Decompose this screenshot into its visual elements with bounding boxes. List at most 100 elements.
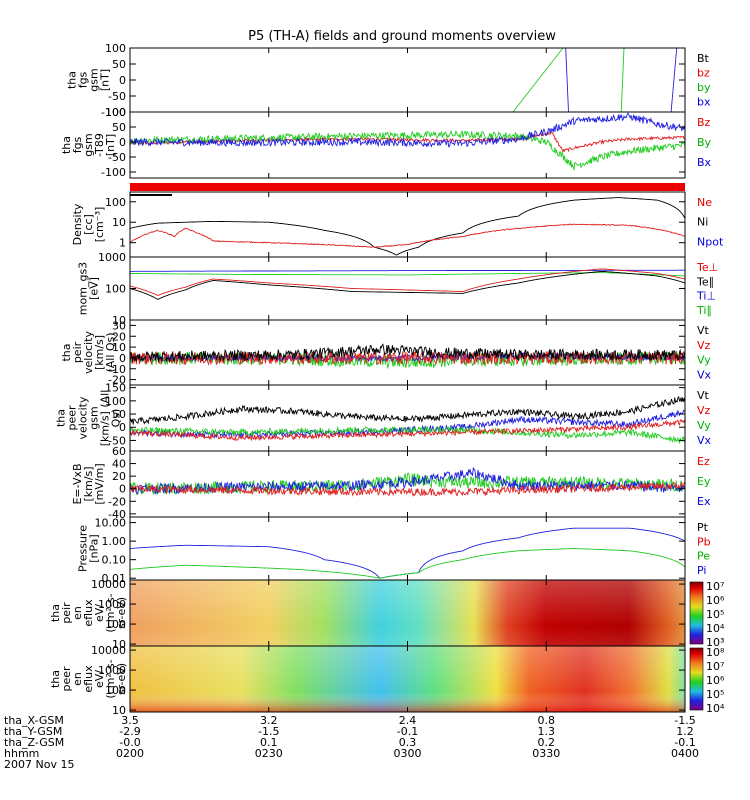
panel-moments_temp: 1000 100 10 mom_gs3[eV] Te⊥Te∥ Ti⊥Ti∥ bbox=[77, 251, 719, 327]
footer-value: 0400 bbox=[671, 747, 699, 760]
spectrogram-shading bbox=[130, 646, 685, 712]
y-axis-label-line: Density bbox=[71, 203, 84, 245]
y-axis-label-line: Qs) bbox=[110, 409, 123, 428]
flag-bar-red bbox=[130, 183, 685, 191]
footer-row-label: hhmm bbox=[4, 747, 39, 760]
y-axis-label-line: eflux bbox=[82, 665, 95, 693]
footer-date: 2007 Nov 15 bbox=[4, 758, 74, 771]
flag-bar-black bbox=[130, 194, 172, 196]
series-bx bbox=[565, 47, 569, 113]
legend-Ti∥: Ti∥ bbox=[696, 304, 712, 317]
series-Vz bbox=[129, 350, 686, 366]
panel-frame bbox=[129, 516, 686, 581]
legend-Vx: Vx bbox=[697, 434, 712, 447]
y-axis-label: mom_gs3[eV] bbox=[77, 262, 101, 315]
legend-Vy: Vy bbox=[697, 354, 711, 367]
panel-frame bbox=[129, 47, 686, 113]
y-axis-label-line: [km/s] bbox=[82, 466, 95, 501]
series-Vy bbox=[129, 425, 686, 445]
legend-Ez: Ez bbox=[697, 455, 710, 468]
panel-fgs_t89: 100 50 0 -50 -100 thafgsgsm-T89[nT] Bz By Bx bbox=[60, 106, 712, 179]
y-axis-label: thapeervelocitygsm[km/s] (AllQs) bbox=[55, 390, 123, 447]
y-axis-label-line: en bbox=[71, 672, 84, 686]
y-axis-label-line: tha bbox=[49, 670, 62, 688]
y-tick-label: 0 bbox=[119, 136, 126, 149]
y-axis-label-line: gsm bbox=[82, 133, 95, 156]
y-tick-label: 50 bbox=[112, 121, 126, 134]
footer-value: 0300 bbox=[394, 747, 422, 760]
y-tick-label: 100 bbox=[105, 618, 126, 631]
legend-Vy: Vy bbox=[697, 419, 711, 432]
y-tick-label: 10 bbox=[112, 341, 126, 354]
y-axis-label-line: peer bbox=[66, 405, 79, 431]
spectrogram-shading bbox=[130, 580, 685, 646]
y-axis-label-line: (cm²-s- bbox=[104, 593, 117, 632]
series-Ti⊥ bbox=[130, 269, 685, 272]
y-tick-label: 20 bbox=[112, 470, 126, 483]
y-tick-label: 1.00 bbox=[102, 535, 127, 548]
legend-by: by bbox=[697, 81, 711, 94]
y-tick-label: 40 bbox=[112, 458, 126, 471]
y-axis-label-line: E=-VxB bbox=[71, 463, 84, 504]
y-axis-label-line: velocity bbox=[82, 331, 95, 374]
colorbar-tick-label: 10⁵ bbox=[706, 688, 724, 701]
legend-Ni: Ni bbox=[697, 216, 708, 229]
series-Vt bbox=[129, 343, 686, 363]
y-tick-label: 0.10 bbox=[102, 554, 127, 567]
legend-Bt: Bt bbox=[697, 52, 710, 65]
y-tick-label: 50 bbox=[112, 408, 126, 421]
y-axis-label: Density[cc][cm⁻³] bbox=[71, 203, 106, 245]
y-tick-label: 100 bbox=[105, 684, 126, 697]
y-axis-label: E=-VxB[km/s][mV/m] bbox=[71, 463, 106, 504]
y-axis-label-line: [cc] bbox=[82, 214, 95, 235]
y-tick-label: -50 bbox=[108, 151, 126, 164]
series-Pi bbox=[129, 527, 686, 579]
legend-Vz: Vz bbox=[697, 339, 711, 352]
footer-value: 0.2 bbox=[538, 736, 556, 749]
series-Ne bbox=[129, 223, 686, 248]
y-tick-label: -100 bbox=[101, 166, 126, 179]
y-tick-label: 10000 bbox=[91, 644, 126, 657]
legend-Vt: Vt bbox=[697, 389, 710, 402]
legend-Pb: Pb bbox=[697, 535, 711, 548]
series-Bx bbox=[129, 112, 686, 148]
legend-Pi: Pi bbox=[697, 564, 706, 577]
legend-bx: bx bbox=[697, 96, 711, 109]
footer-row-label: tha_Y-GSM bbox=[4, 725, 62, 738]
y-axis-label: thafgsgsm-T89[nT] bbox=[60, 133, 117, 157]
legend-Vt: Vt bbox=[697, 324, 710, 337]
y-axis-label: thafgsgsm[nT] bbox=[66, 68, 112, 91]
legend-Npot: Npot bbox=[697, 235, 724, 248]
footer-value: -0.0 bbox=[119, 736, 140, 749]
y-axis-label-line: (All Qs) bbox=[104, 332, 117, 372]
y-axis-label-line: (cm²-s- bbox=[104, 659, 117, 698]
y-tick-label: 60 bbox=[112, 445, 126, 458]
y-tick-label: 10 bbox=[112, 216, 126, 229]
y-axis-label-line: [km/s] (All bbox=[99, 390, 112, 447]
y-tick-label: 10 bbox=[112, 314, 126, 327]
legend-Ex: Ex bbox=[697, 495, 711, 508]
legend-Pe: Pe bbox=[697, 550, 710, 563]
colorbar-tick-label: 10⁷ bbox=[706, 660, 724, 673]
y-tick-label: -20 bbox=[108, 495, 126, 508]
y-tick-label: -20 bbox=[108, 374, 126, 387]
colorbar-tick-label: 10⁴ bbox=[706, 622, 725, 635]
y-tick-label: 1000 bbox=[98, 251, 126, 264]
y-tick-label: -50 bbox=[108, 90, 126, 103]
y-tick-label: 10 bbox=[112, 638, 126, 651]
y-axis-label-line: tha bbox=[60, 343, 73, 361]
legend-bz: bz bbox=[697, 67, 710, 80]
panels: 100500-50-100thafgsgsm[nT]Btbzbybx100500… bbox=[49, 42, 725, 717]
y-tick-label: 0 bbox=[119, 352, 126, 365]
y-tick-label: -50 bbox=[108, 434, 126, 447]
series-Pe bbox=[129, 548, 686, 579]
series-Te∥ bbox=[129, 270, 686, 300]
y-axis-label-line: fgs bbox=[77, 71, 90, 88]
y-axis-label-line: [cm⁻³] bbox=[93, 207, 106, 243]
panel-ground_bar bbox=[130, 183, 685, 196]
